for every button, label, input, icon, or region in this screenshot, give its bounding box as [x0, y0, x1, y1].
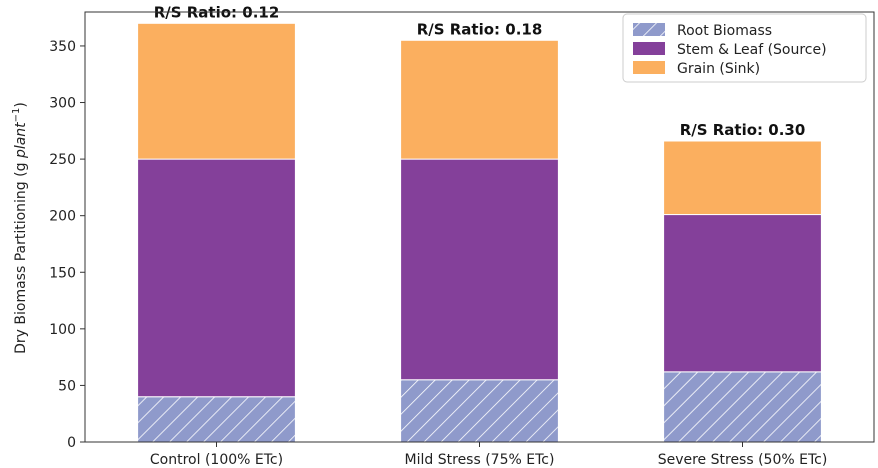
y-label-main: Dry Biomass Partitioning (g — [13, 158, 29, 354]
bar-stem-leaf-2 — [663, 214, 822, 373]
y-tick-label-2: 100 — [49, 322, 76, 338]
y-label-unit: plant — [13, 122, 29, 159]
rs-ratio-annotation-2: R/S Ratio: 0.30 — [680, 121, 806, 139]
legend-swatch-0 — [633, 23, 665, 36]
plot-frame — [84, 11, 875, 443]
y-tick-label-7: 350 — [49, 39, 76, 55]
x-tick-label-1: Mild Stress (75% ETc) — [405, 452, 555, 468]
legend-label-1: Stem & Leaf (Source) — [677, 42, 827, 58]
bar-root-2 — [663, 371, 822, 443]
legend-swatch-1 — [633, 42, 665, 55]
y-tick-label-6: 300 — [49, 96, 76, 112]
annotations-group: R/S Ratio: 0.12R/S Ratio: 0.18R/S Ratio:… — [154, 3, 806, 139]
y-label-exponent: −1 — [11, 108, 22, 123]
bar-root-1 — [400, 379, 559, 443]
x-tick-label-2: Severe Stress (50% ETc) — [658, 452, 828, 468]
y-tick-label-5: 250 — [49, 152, 76, 168]
y-tick-label-1: 50 — [58, 378, 76, 394]
legend: Root Biomass Stem & Leaf (Source) Grain (S… — [622, 13, 867, 83]
bars-group — [137, 22, 822, 443]
y-axis: 0 50 100 150 200 250 300 350 — [49, 39, 85, 451]
bar-stem-leaf-1 — [400, 158, 559, 381]
y-axis-label: Dry Biomass Partitioning (g plant−1) — [11, 102, 29, 354]
bar-stem-leaf-0 — [137, 158, 296, 398]
legend-swatch-2 — [633, 61, 665, 74]
y-tick-label-3: 150 — [49, 265, 76, 281]
legend-label-0: Root Biomass — [677, 23, 772, 39]
bar-grain-0 — [137, 22, 296, 160]
y-tick-label-0: 0 — [67, 435, 76, 451]
y-label-close: ) — [13, 102, 29, 107]
bar-root-0 — [137, 396, 296, 443]
x-tick-label-0: Control (100% ETc) — [150, 452, 283, 468]
bar-grain-1 — [400, 39, 559, 160]
legend-label-2: Grain (Sink) — [677, 61, 760, 77]
bar-grain-2 — [663, 140, 822, 216]
rs-ratio-annotation-1: R/S Ratio: 0.18 — [417, 20, 543, 38]
legend-box — [622, 13, 867, 83]
y-tick-label-4: 200 — [49, 209, 76, 225]
x-axis: Control (100% ETc) Mild Stress (75% ETc) S… — [150, 442, 827, 468]
